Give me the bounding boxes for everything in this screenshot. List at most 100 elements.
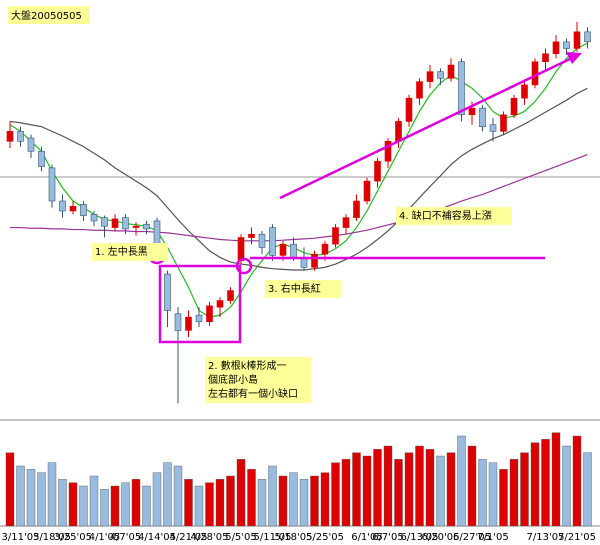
candle-body (279, 243, 287, 256)
candle-body (290, 243, 297, 258)
candle-body (500, 114, 507, 132)
candle-body (237, 237, 245, 262)
candle-body (321, 243, 329, 255)
candle-body (185, 316, 192, 331)
volume-bar (352, 452, 361, 527)
volume-bar (530, 442, 540, 527)
candle-body (206, 305, 213, 323)
candle-body (153, 220, 161, 247)
x-tick-label: 6/27'05 (453, 532, 491, 543)
volume-bar (415, 445, 424, 527)
x-tick-label: 4/28'05 (191, 532, 229, 543)
volume-bar (572, 435, 582, 527)
annotation: 2. 數根k棒形成一 (208, 359, 287, 372)
candle-body (332, 227, 339, 245)
volume-bar (383, 445, 393, 527)
candle-body (6, 131, 14, 142)
volume-bar (152, 472, 162, 527)
volume-bar (142, 485, 151, 527)
volume-bar (331, 462, 340, 527)
annotation: 3. 右中長紅 (268, 282, 321, 295)
candle-body (542, 53, 549, 63)
candle-body (479, 107, 486, 128)
annotation: 左右都有一個小缺口 (208, 387, 298, 400)
volume-bar (362, 455, 372, 527)
chart-title: 大盤20050505 (11, 9, 82, 22)
candle-body (143, 223, 150, 230)
candle-body (164, 273, 171, 311)
volume-bar (268, 465, 277, 527)
volume-bar (457, 435, 466, 527)
moving-average (10, 154, 588, 242)
candle-body (405, 97, 413, 122)
x-tick-label: 6/1'05 (351, 532, 383, 543)
x-tick-label: 4/7'05 (110, 532, 142, 543)
candle-body (584, 31, 591, 43)
x-tick-label: 6/13'05 (401, 532, 439, 543)
volume-bar (16, 465, 25, 527)
candle-body (59, 200, 66, 212)
volume-bar (467, 445, 477, 527)
volume-bar (310, 475, 319, 527)
candle-body (27, 137, 35, 152)
candle-body (69, 206, 77, 212)
candle-body (269, 227, 276, 256)
volume-bar (436, 455, 445, 527)
candle-body (195, 314, 203, 323)
volume-bar (247, 469, 256, 527)
volume-bar (373, 449, 382, 527)
volume-bar (194, 485, 204, 527)
marks (5, 21, 592, 527)
candle-body (122, 217, 129, 230)
candle-body (342, 217, 350, 228)
volume-bar (488, 462, 498, 527)
volume-bar (37, 472, 46, 527)
trend-arrow (279, 56, 573, 200)
annotation: 1. 左中長黑 (95, 245, 148, 258)
candle-body (111, 218, 119, 228)
candle-body (416, 81, 423, 99)
x-tick-label: 5/5'05 (225, 532, 257, 543)
candle-body (132, 225, 140, 228)
candle-body (552, 41, 560, 55)
x-tick-label: 3/18'05 (33, 532, 71, 543)
x-tick-label: 3/25'05 (54, 532, 92, 543)
x-tick-label: 5/18'05 (275, 532, 313, 543)
volume-bar (583, 452, 592, 527)
volume-bar (131, 479, 141, 527)
candle-body (458, 61, 465, 116)
candle-body (384, 141, 392, 162)
x-tick-label: 4/21'05 (170, 532, 208, 543)
volume-bar (394, 459, 403, 527)
volume-bar (520, 452, 529, 527)
x-tick-label: 5/11'05 (254, 532, 292, 543)
volume-bar (499, 469, 508, 527)
candle-body (573, 31, 581, 49)
moving-average (9, 87, 588, 271)
volume-bar (47, 462, 57, 527)
volume-bar (79, 485, 88, 527)
volume-bar (541, 439, 550, 527)
annotation: 4. 缺口不補容易上漲 (399, 209, 492, 222)
candle-body (227, 290, 234, 301)
volume-bar (184, 479, 193, 527)
candle-body (174, 313, 182, 331)
candle-body (311, 253, 318, 268)
candle-body (101, 217, 108, 227)
volume-bar (226, 475, 235, 527)
note-box (205, 357, 311, 403)
volume-bar (446, 452, 456, 527)
candle-body (563, 41, 570, 49)
candle-body (374, 160, 381, 182)
volume-bar (26, 469, 36, 527)
x-tick-label: 6/7'05 (372, 532, 404, 543)
volume-bar (163, 462, 172, 527)
moving-average (9, 42, 588, 318)
x-tick-label: 7/1'05 (477, 532, 509, 543)
x-tick-label: 3/11'05 (2, 532, 40, 543)
x-tick-label: 7/13'05 (527, 532, 565, 543)
volume-bar (278, 475, 288, 527)
volume-bar (551, 432, 561, 527)
